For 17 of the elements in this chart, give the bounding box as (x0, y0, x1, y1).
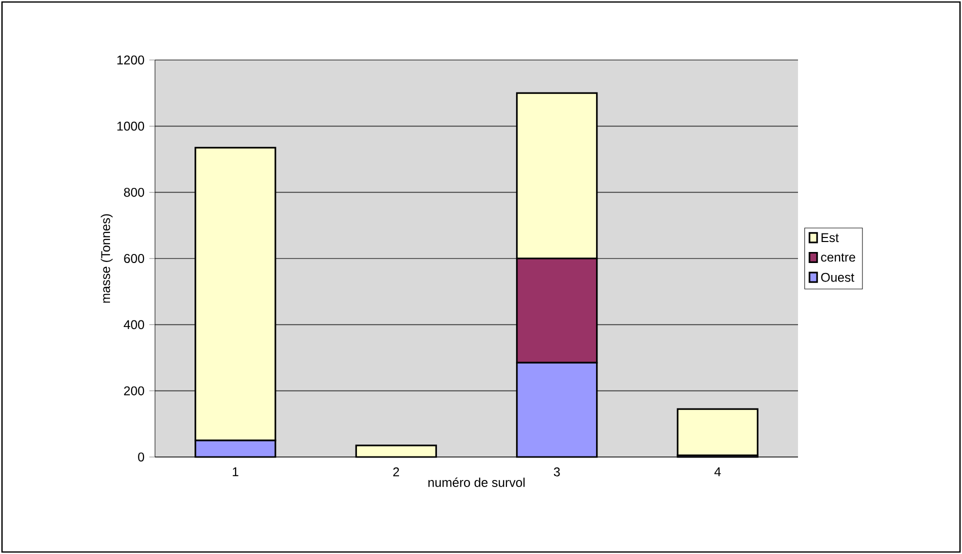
y-tick-label: 1200 (117, 56, 144, 64)
y-tick-label: 600 (124, 254, 144, 263)
y-tick-label: 1000 (117, 122, 144, 131)
y-tick-label: 400 (124, 320, 144, 330)
y-axis-title: masse (Tonnes) (100, 214, 113, 303)
y-tick-label: 0 (138, 452, 144, 462)
x-tick-label: 3 (554, 467, 560, 476)
legend-label: Est (822, 233, 839, 242)
legend-label: centre (821, 253, 856, 262)
x-tick-label: 1 (232, 467, 238, 476)
y-tick-label: 200 (124, 386, 144, 396)
y-tick-label: 800 (124, 188, 144, 197)
x-tick-label: 4 (714, 467, 721, 476)
bar (676, 408, 758, 456)
legend-label: Ouest (821, 272, 854, 282)
x-axis-title: numéro de survol (428, 478, 525, 487)
x-tick-label: 2 (393, 467, 400, 476)
